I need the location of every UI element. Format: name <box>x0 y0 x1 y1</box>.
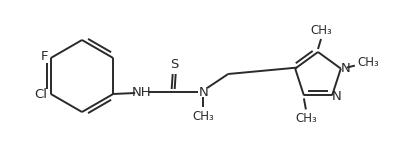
Text: N: N <box>198 85 208 98</box>
Text: S: S <box>170 58 178 72</box>
Text: CH₃: CH₃ <box>310 24 332 37</box>
Text: CH₃: CH₃ <box>357 56 379 69</box>
Text: CH₃: CH₃ <box>295 112 317 125</box>
Text: N: N <box>341 62 351 75</box>
Text: N: N <box>332 90 342 103</box>
Text: CH₃: CH₃ <box>192 109 214 122</box>
Text: F: F <box>41 51 48 64</box>
Text: NH: NH <box>131 85 151 98</box>
Text: Cl: Cl <box>34 88 47 100</box>
